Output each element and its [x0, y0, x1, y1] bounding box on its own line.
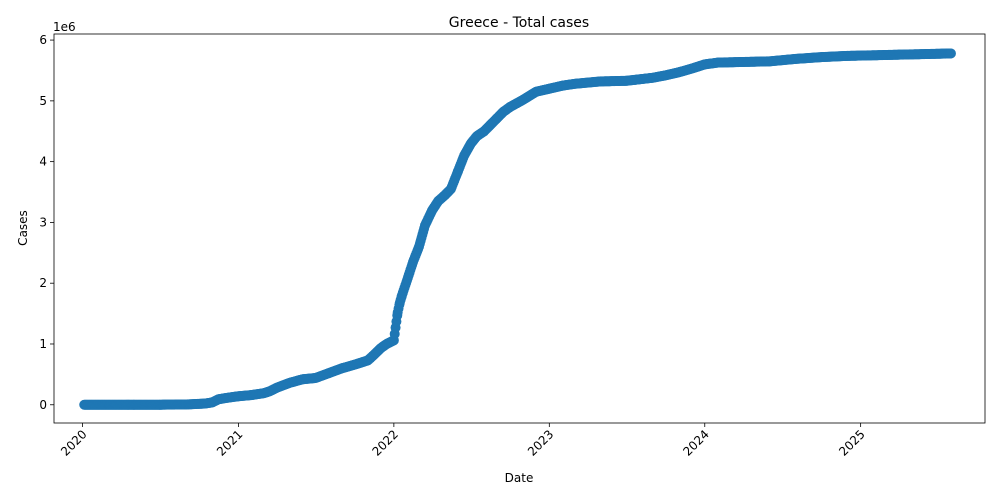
- y-tick-label: 0: [39, 398, 47, 412]
- x-axis-ticks: 2020 2021 2022 2023 2024 2025: [58, 423, 868, 459]
- scatter-points: [79, 48, 956, 410]
- x-tick-label: 2025: [836, 427, 867, 458]
- y-tick-label: 4: [39, 155, 47, 169]
- y-tick-label: 1: [39, 337, 47, 351]
- x-tick-label: 2023: [525, 427, 556, 458]
- chart-title: Greece - Total cases: [449, 15, 589, 31]
- data-point: [945, 48, 956, 59]
- y-tick-label: 6: [39, 33, 47, 47]
- y-tick-label: 3: [39, 215, 47, 229]
- plot-frame: [53, 33, 986, 424]
- y-axis-ticks: 0 1 2 3 4 5 6: [39, 33, 54, 412]
- y-scale-label: 1e6: [53, 20, 76, 34]
- y-tick-label: 2: [39, 276, 47, 290]
- y-tick-label: 5: [39, 94, 47, 108]
- x-tick-label: 2021: [214, 427, 245, 458]
- y-axis-title: Cases: [16, 210, 30, 246]
- x-tick-label: 2024: [680, 427, 711, 458]
- x-axis-title: Date: [505, 471, 534, 485]
- x-tick-label: 2020: [58, 427, 89, 458]
- x-tick-label: 2022: [369, 427, 400, 458]
